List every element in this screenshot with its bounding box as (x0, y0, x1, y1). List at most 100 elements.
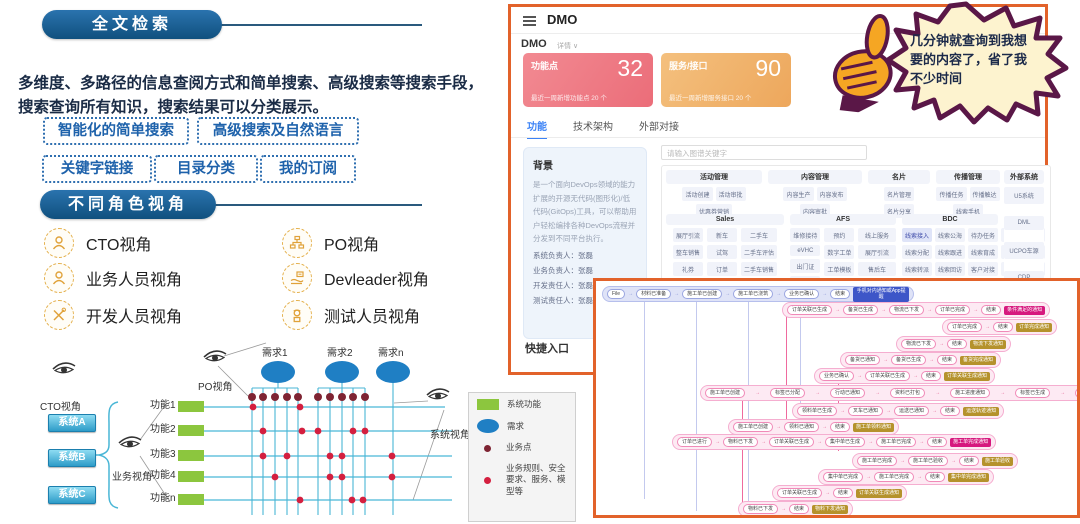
tab-external-integration[interactable]: 外部对接 (639, 122, 679, 133)
flow-node[interactable]: 运送已通知 (894, 406, 930, 416)
map-chip[interactable]: 活动审批 (715, 187, 746, 201)
flow-node[interactable]: 结束 (833, 488, 854, 498)
flow-node[interactable]: 物料已下发 (723, 437, 759, 447)
flow-node[interactable]: 结束 (925, 472, 946, 482)
tag-advanced-search[interactable]: 高级搜索及自然语言 (197, 117, 359, 145)
flow-node[interactable]: 结束 (830, 289, 851, 299)
map-chip[interactable]: 线索育成 (968, 245, 999, 259)
map-chip[interactable]: 礼券 (672, 262, 703, 276)
map-chip[interactable]: 二手车销售 (741, 262, 778, 276)
flow-node[interactable]: 订单关联已生成 (787, 305, 833, 315)
tag-smart-simple-search[interactable]: 智能化的简单搜索 (43, 117, 189, 145)
map-chip[interactable]: 内容生产 (783, 187, 814, 201)
map-chip[interactable]: 线索接入 (902, 228, 933, 242)
tab-function[interactable]: 功能 (527, 118, 547, 139)
flow-node[interactable]: 施工单已验收 (908, 456, 949, 466)
flow-node[interactable]: 结束 (993, 322, 1014, 332)
map-chip[interactable]: 整车销售 (672, 245, 703, 259)
flow-node[interactable]: 标签已生成 (1015, 388, 1051, 398)
flow-node[interactable]: 集中单已生成 (825, 437, 866, 447)
tag-subscription[interactable]: 我的订阅 (260, 155, 356, 183)
map-chip[interactable]: UCPO车源 (1004, 242, 1044, 259)
map-chip[interactable]: 内容发布 (816, 187, 847, 201)
map-chip[interactable]: 出门证 (790, 259, 821, 273)
map-chip[interactable]: 名片管理 (883, 187, 914, 201)
flow-node[interactable]: 标签已分配 (770, 388, 806, 398)
map-chip[interactable]: 传播触达 (969, 187, 1000, 201)
flow-node[interactable]: 结束 (937, 355, 958, 365)
flow-node[interactable]: 叉车已通知 (848, 406, 884, 416)
flow-node[interactable]: 订单关联已生成 (865, 371, 911, 381)
flow-node[interactable]: 结束 (830, 422, 851, 432)
flow-node[interactable]: 施工单已完成 (876, 437, 917, 447)
tab-tech-architecture[interactable]: 技术架构 (573, 122, 613, 133)
map-chip[interactable]: 待办任务 (968, 228, 999, 242)
map-chip[interactable]: 维修接待 (790, 228, 821, 242)
stat-card-function-points[interactable]: 功能点 32 最近一周新增功能点 20 个 (523, 53, 653, 107)
map-chip[interactable]: 新车 (706, 228, 737, 242)
map-chip[interactable]: 线索转派 (902, 262, 933, 276)
flow-node[interactable]: 结束 (947, 339, 968, 349)
flow-node[interactable]: 施工单已创建 (682, 289, 723, 299)
flow-end-node[interactable]: 施工单完成通知 (950, 437, 992, 447)
breadcrumb-sub[interactable]: 详情 ∨ (557, 43, 579, 50)
map-chip[interactable]: 线上服务 (858, 228, 896, 242)
flow-node[interactable]: 结束 (921, 371, 942, 381)
map-chip[interactable]: 工单模板 (824, 262, 855, 276)
flow-end-node[interactable]: 物料下发通知 (812, 504, 849, 514)
system-a-button[interactable]: 系统A (48, 414, 96, 432)
flow-node[interactable]: 集中单已完成 (823, 472, 864, 482)
flow-node[interactable]: 材料已准备 (636, 289, 672, 299)
flow-node[interactable]: 施工单已完成 (874, 472, 915, 482)
flow-node[interactable]: 结束 (940, 406, 961, 416)
graph-search-input[interactable]: 请输入图谱关键字 (661, 145, 867, 160)
map-chip[interactable]: 二手车 (741, 228, 778, 242)
map-chip[interactable]: DML (1004, 216, 1044, 230)
flow-node[interactable]: 施工单已领料 (1075, 388, 1077, 398)
map-chip[interactable]: 传播任务 (936, 187, 967, 201)
flow-node[interactable]: 行动已通知 (830, 388, 866, 398)
flow-end-node[interactable]: 物流下发通知 (970, 339, 1007, 349)
map-chip[interactable]: 售后车 (858, 262, 896, 276)
flow-node[interactable]: 订单已完成 (947, 322, 983, 332)
flow-end-node[interactable]: 施工单领料通知 (853, 422, 895, 432)
flow-node[interactable]: 结束 (981, 305, 1002, 315)
flow-node[interactable]: 施工进度通知 (950, 388, 991, 398)
flow-node[interactable]: 订单关联已生成 (777, 488, 823, 498)
flow-node[interactable]: 物流已下发 (889, 305, 925, 315)
flow-end-node[interactable]: 订单关联生成通知 (944, 371, 991, 381)
map-chip[interactable]: 二手车评估 (741, 245, 778, 259)
flow-node[interactable]: 物流已下发 (901, 339, 937, 349)
flow-node[interactable]: 业务已确认 (784, 289, 820, 299)
flow-node[interactable]: 资料已打包 (890, 388, 926, 398)
map-chip[interactable]: U5系统 (1004, 187, 1044, 204)
map-chip[interactable]: 订单 (706, 262, 737, 276)
tag-catalog[interactable]: 目录分类 (154, 155, 258, 183)
flow-end-node[interactable]: 订单关联生成通知 (856, 488, 903, 498)
tag-keyword-link[interactable]: 关键字链接 (42, 155, 152, 183)
flow-node[interactable]: 施工单已创建 (733, 422, 774, 432)
flow-node[interactable]: 订单已完成 (935, 305, 971, 315)
map-chip[interactable]: 展厅引流 (858, 245, 896, 259)
map-chip[interactable]: 线索回访 (935, 262, 966, 276)
flow-end-node[interactable]: 运送轨迹通知 (963, 406, 1000, 416)
flow-node[interactable]: 施工单已完成 (857, 456, 898, 466)
stat-card-services[interactable]: 服务/接口 90 最近一周新增服务接口 20 个 (661, 53, 791, 107)
flow-node[interactable]: 备货已生成 (891, 355, 927, 365)
flow-node[interactable]: File (607, 289, 626, 299)
flow-node[interactable]: 施工单已浇筑 (733, 289, 774, 299)
map-chip[interactable]: 线索跟进 (935, 245, 966, 259)
map-chip[interactable]: eVHC (790, 245, 821, 256)
map-chip[interactable]: 数字工单 (824, 245, 855, 259)
flow-node[interactable]: 结束 (789, 504, 810, 514)
map-chip[interactable]: 活动创建 (682, 187, 713, 201)
flow-node[interactable]: 领料已通知 (784, 422, 820, 432)
map-chip[interactable]: 预约 (824, 228, 855, 242)
flow-end-node[interactable]: 施工单验收 (982, 456, 1014, 466)
map-chip[interactable]: 线索分配 (902, 245, 933, 259)
flow-end-node[interactable]: 集中单完成通知 (948, 472, 990, 482)
flow-end-node[interactable]: 条件满足的通知 (1004, 305, 1046, 315)
system-c-button[interactable]: 系统C (48, 486, 96, 504)
flow-end-node[interactable]: 备货完成通知 (960, 355, 997, 365)
system-b-button[interactable]: 系统B (48, 449, 96, 467)
